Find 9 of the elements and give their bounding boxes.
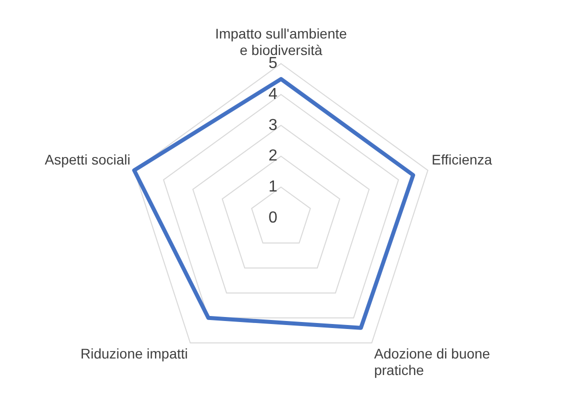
spoke-label: Adozione di buone pratiche — [374, 345, 490, 378]
y-tick-label: 4 — [268, 86, 278, 103]
spoke-label: Efficienza — [432, 152, 492, 168]
y-tick-label: 3 — [268, 116, 278, 134]
y-tick-label: 2 — [268, 148, 278, 165]
y-tick-label: 1 — [268, 178, 278, 196]
spoke-label: Aspetti sociali — [44, 152, 130, 168]
y-tick-label: 0 — [268, 209, 278, 226]
spoke-label: Riduzione impatti — [80, 345, 188, 362]
